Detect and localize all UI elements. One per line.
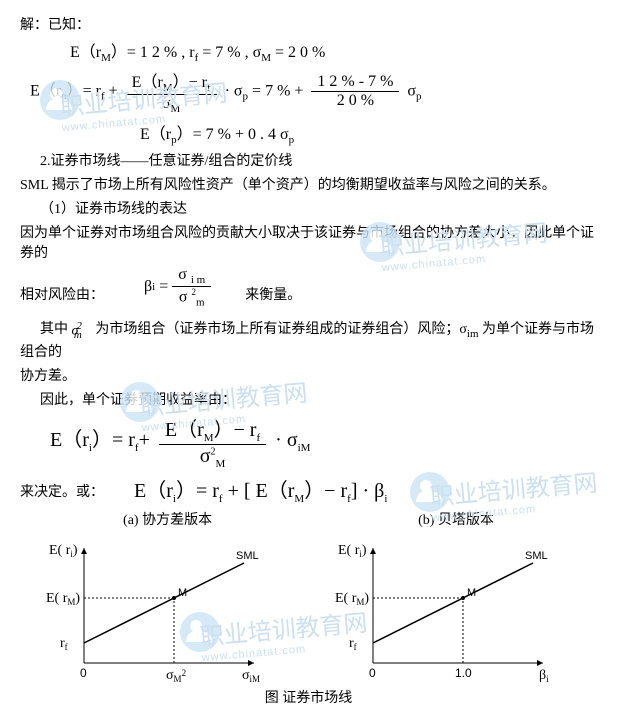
txt: = 7 % , σ <box>198 44 261 61</box>
txt: ）= r <box>92 429 135 451</box>
sub: M <box>163 82 173 94</box>
formula-erp: E（rp）= rf + E（rM）− rf σM · σp = 7 % + 1 … <box>20 68 597 115</box>
formula-eri-beta-row: 来决定。或： E（ri）= rf + [ E（rM）− rf] · βi <box>20 474 597 505</box>
heading-2: 2.证券市场线——任意证券/组合的定价线 <box>20 150 597 170</box>
svg-text:E( rM): E( rM) <box>46 591 80 607</box>
svg-text:E( rM): E( rM) <box>335 591 369 607</box>
svg-text:M: M <box>467 587 476 599</box>
fraction: E（rM）− rf σM <box>126 68 217 115</box>
svg-text:βi: βi <box>539 668 549 683</box>
svg-text:σiM: σiM <box>242 668 260 683</box>
text-line: 协方差。 <box>20 365 597 385</box>
text-line: 因此，单个证券预期收益率由： <box>20 389 597 409</box>
sigma2m-symbol: σ2m <box>72 320 92 341</box>
sub: f <box>207 82 211 94</box>
txt: σ <box>407 83 416 100</box>
txt: = 7 % + <box>252 83 307 100</box>
sub: M <box>294 493 304 505</box>
sub: M <box>171 104 181 116</box>
svg-text:rf: rf <box>349 636 357 652</box>
sub: p <box>289 134 295 146</box>
txt: + <box>105 83 122 100</box>
txt: ] · β <box>351 480 385 502</box>
sub: m <box>196 296 205 308</box>
txt: β <box>144 278 152 296</box>
formula-given: E（rM）= 1 2 % , rf = 7 % , σM = 2 0 % <box>20 38 597 64</box>
formula-erp2: E（rp）= 7 % + 0 . 4 σp <box>20 120 597 146</box>
sub: M <box>101 52 111 64</box>
txt: ）− r <box>304 480 347 502</box>
svg-text:SML: SML <box>525 550 548 562</box>
chart-title-a: (a) 协方差版本 <box>123 509 212 529</box>
txt: + <box>139 429 155 451</box>
txt: E（r <box>134 480 173 502</box>
svg-text:E( ri): E( ri) <box>49 543 78 559</box>
txt: · σ <box>225 83 243 100</box>
txt: · σ <box>275 429 297 451</box>
text-line: 解：已知： <box>20 14 597 34</box>
chart-covariance: E( ri) SML M E( rM) rf 0 σM2 σiM <box>44 533 284 683</box>
txt: 为市场组合（证券市场上所有证券组成的证券组合）风险；σ <box>95 322 467 337</box>
txt: + [ E（r <box>223 480 295 502</box>
fraction: σ i m σ 2m <box>172 266 211 309</box>
txt: ）= 1 2 % , r <box>111 44 195 61</box>
txt: ）= r <box>176 480 219 502</box>
sub: i m <box>191 274 205 286</box>
text-line: 因为单个证券对市场组合风险的贡献大小取决于该证券与市场组合的协方差大小，因此单个… <box>20 222 597 262</box>
sub: p <box>416 91 422 103</box>
sub: im <box>467 328 479 340</box>
formula-eri-cov: E（ri）= rf+ E（rM）− rf σ2M · σiM <box>20 413 597 470</box>
txt: 来决定。或： <box>20 481 104 505</box>
txt: 来衡量。 <box>245 284 301 308</box>
heading-sub: （1）证券市场线的表达 <box>20 198 597 218</box>
txt: E（r <box>30 83 61 100</box>
sub: M <box>204 432 214 444</box>
txt: ）= r <box>67 83 101 100</box>
svg-text:σM2: σM2 <box>166 668 186 683</box>
svg-text:E( ri): E( ri) <box>338 543 367 559</box>
sub: i <box>384 493 387 505</box>
txt: = 2 0 % <box>271 44 325 61</box>
num: 1 2 % - 7 % <box>311 73 399 92</box>
sub: iM <box>298 442 311 454</box>
chart-titles: (a) 协方差版本 (b) 贝塔版本 <box>20 509 597 529</box>
txt: ）= 7 % + 0 . 4 σ <box>177 126 289 143</box>
txt: E（r <box>140 126 171 143</box>
charts-row: E( ri)SMLME( rM)rf0σM2σiM E( ri)SMLME( r… <box>20 533 597 683</box>
txt: E（r <box>70 44 101 61</box>
svg-text:0: 0 <box>80 666 87 680</box>
txt: E（r <box>50 429 89 451</box>
txt: = <box>159 278 168 296</box>
figure-caption: 图 证券市场线 <box>20 687 597 707</box>
text-line: 其中 σ2m 为市场组合（证券市场上所有证券组成的证券组合）风险；σim 为单个… <box>20 318 597 361</box>
txt: 相对风险由： <box>20 284 104 308</box>
den: 2 0 % <box>311 92 399 110</box>
sub: p <box>243 91 249 103</box>
svg-text:SML: SML <box>236 550 259 562</box>
svg-text:1.0: 1.0 <box>455 666 472 680</box>
sub: M <box>261 52 271 64</box>
text-line: SML 揭示了市场上所有风险性资产（单个资产）的均衡期望收益率与风险之间的关系。 <box>20 174 597 194</box>
sub: M <box>216 458 226 470</box>
txt: 其中 <box>20 322 72 337</box>
beta-formula-row: 相对风险由： βi = σ i m σ 2m 来衡量。 <box>20 266 597 309</box>
sup: 2 <box>211 446 216 457</box>
chart-beta: E( ri) SML M E( rM) rf 0 1.0 βi <box>333 533 573 683</box>
chart-title-b: (b) 贝塔版本 <box>418 509 494 529</box>
svg-text:M: M <box>178 587 187 599</box>
svg-text:0: 0 <box>369 666 376 680</box>
fraction: E（rM）− rf σ2M <box>159 413 266 470</box>
sub: f <box>256 432 260 444</box>
svg-text:rf: rf <box>60 636 68 652</box>
sub: i <box>152 281 159 293</box>
fraction: 1 2 % - 7 % 2 0 % <box>311 73 399 110</box>
